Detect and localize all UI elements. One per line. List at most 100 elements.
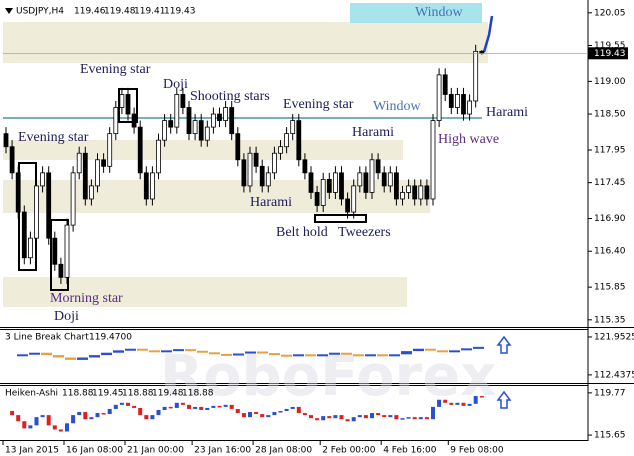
ha-candle <box>406 417 411 419</box>
candle-body <box>381 172 387 187</box>
ha-candle <box>40 415 45 418</box>
candle-body <box>198 120 204 141</box>
ha-candle <box>132 405 137 408</box>
annotation: Harami <box>250 195 292 210</box>
ha-candle <box>235 408 240 414</box>
brick <box>365 354 376 357</box>
candle-body <box>64 224 70 278</box>
price-box <box>588 47 628 60</box>
candle-body <box>15 172 21 213</box>
ha-candle <box>10 411 15 416</box>
ha-candle <box>156 409 161 416</box>
candle-body <box>302 159 308 174</box>
candle-body <box>52 237 58 265</box>
candle-body <box>107 133 113 167</box>
pane-value: 118.88 <box>62 389 94 399</box>
candle-body <box>290 120 296 135</box>
forecast-line <box>482 15 494 53</box>
ha-candle <box>46 415 51 426</box>
ha-candle <box>187 404 191 409</box>
ha-candle <box>473 396 478 404</box>
annotation: Harami <box>352 125 394 140</box>
brick <box>305 354 316 357</box>
brick <box>401 351 412 355</box>
brick <box>185 349 196 352</box>
brick <box>281 354 292 357</box>
pane-value: 118.88 <box>182 389 214 399</box>
candle-body <box>265 172 271 187</box>
candle-body <box>21 211 27 259</box>
candle-body <box>271 152 277 174</box>
brick <box>437 350 448 353</box>
brick <box>257 351 268 354</box>
candle-body <box>241 159 247 187</box>
brick <box>293 354 304 357</box>
candle-body <box>204 126 210 141</box>
candle-body <box>314 192 320 206</box>
candle-body <box>442 74 448 95</box>
brick <box>137 348 148 351</box>
candle-body <box>345 198 351 213</box>
candle-body <box>46 172 52 239</box>
candle-body <box>400 192 405 200</box>
ha-candle <box>370 413 374 419</box>
ha-candle <box>449 402 454 405</box>
ha-candle <box>260 414 265 418</box>
candle-body <box>125 94 131 115</box>
annotation: Window <box>373 99 422 114</box>
brick <box>329 352 340 355</box>
candle-body <box>278 146 283 154</box>
brick <box>89 355 100 358</box>
candle-body <box>89 185 94 200</box>
ha-candle <box>58 429 63 432</box>
candle-body <box>156 139 161 174</box>
candle-body <box>119 94 125 108</box>
y-tick-label: 119.55 <box>594 41 626 51</box>
y-tick-label: 116.90 <box>594 214 626 224</box>
ha-candle <box>437 399 442 407</box>
pane-title: 3 Line Break Chart <box>5 333 89 343</box>
annotation: Doji <box>54 309 79 324</box>
candle-body <box>168 120 174 128</box>
candle-body <box>424 185 430 200</box>
ha-candle <box>455 402 460 405</box>
ha-candle <box>302 413 307 416</box>
ha-candle <box>248 412 252 418</box>
brick <box>161 350 172 353</box>
brick <box>317 354 328 357</box>
y-tick-label: 116.40 <box>594 247 626 257</box>
y-tick-label: 115.65 <box>594 431 626 441</box>
ha-candle <box>461 402 466 406</box>
ha-candle <box>467 403 472 406</box>
ha-candle <box>119 402 124 405</box>
brick <box>425 348 436 351</box>
candle-body <box>406 185 412 193</box>
ha-candle <box>223 404 228 407</box>
brick <box>17 354 28 357</box>
pane-value: 119.48 <box>152 389 184 399</box>
candle-body <box>235 133 241 161</box>
candle-body <box>436 74 442 121</box>
symbol: USDJPY,H4 <box>16 7 64 17</box>
annotation: Belt hold <box>276 225 328 240</box>
candle-body <box>76 152 82 174</box>
candle-body <box>40 172 45 187</box>
ha-candle <box>266 415 271 418</box>
y-tick-label: 117.95 <box>594 145 626 155</box>
x-tick-label: 2 Feb 00:00 <box>322 446 376 456</box>
ha-candle <box>174 402 179 408</box>
ha-candle <box>180 402 185 405</box>
window-zone <box>350 3 482 23</box>
candle-body <box>259 165 265 187</box>
candle-body <box>296 120 302 161</box>
x-tick-label: 4 Feb 16:00 <box>383 446 437 456</box>
ha-candle <box>284 408 289 412</box>
ha-candle <box>101 413 106 415</box>
arrow-icon <box>496 335 512 354</box>
zone <box>3 22 488 63</box>
ha-candle <box>52 425 57 430</box>
ha-candle <box>211 405 216 408</box>
brick <box>53 355 64 358</box>
